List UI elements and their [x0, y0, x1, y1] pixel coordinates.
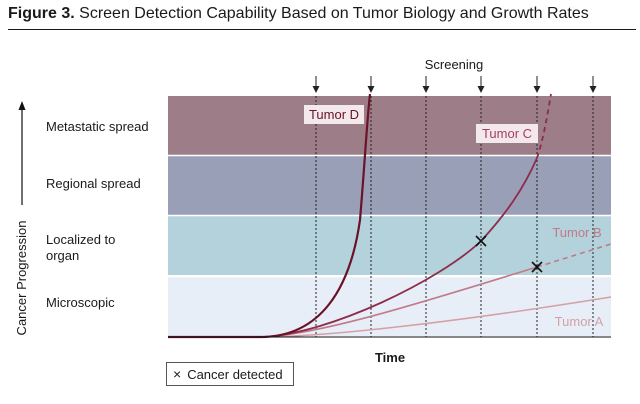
- stage-label-metastatic: Metastatic spread: [46, 119, 149, 134]
- cancer-detected-icon: ×: [173, 366, 182, 382]
- figure-label: Figure 3.: [8, 5, 75, 22]
- screening-marker: [589, 76, 597, 337]
- legend: × Cancer detected: [166, 362, 294, 386]
- screening-marker: [312, 76, 320, 337]
- band-microscopic: [168, 277, 611, 336]
- band-localized: [168, 216, 611, 275]
- band-metastatic: [168, 96, 611, 155]
- tumor-b-curve-projected: [536, 243, 612, 268]
- figure-header: Figure 3. Screen Detection Capability Ba…: [8, 4, 589, 24]
- tumor-d-label: Tumor D: [309, 107, 359, 122]
- screening-label: Screening: [425, 57, 484, 72]
- header-divider: [8, 29, 636, 30]
- tumor-c-label: Tumor C: [482, 126, 532, 141]
- stage-label-regional: Regional spread: [46, 176, 141, 191]
- detection-marker-tumor-b: [531, 261, 543, 273]
- y-axis-arrowhead: [18, 101, 26, 110]
- screening-marker: [422, 76, 430, 337]
- legend-text: Cancer detected: [187, 366, 283, 382]
- tumor-c-curve: [168, 157, 538, 338]
- tumor-d-curve: [168, 93, 372, 339]
- tumor-c-label-bg: [476, 124, 538, 143]
- x-axis-label: Time: [375, 350, 405, 365]
- stage-label-microscopic: Microscopic: [46, 295, 115, 310]
- figure-title: Screen Detection Capability Based on Tum…: [79, 5, 589, 22]
- detection-marker-tumor-c: [475, 235, 487, 247]
- stage-label-localized-line1: Localized to: [46, 232, 115, 247]
- tumor-b-label: Tumor B: [552, 225, 601, 240]
- tumor-d-label-bg: [304, 105, 364, 124]
- tumor-a-curve: [168, 296, 612, 338]
- stage-label-localized-line2: organ: [46, 248, 79, 263]
- band-regional: [168, 156, 611, 215]
- screening-marker: [367, 76, 375, 337]
- stage-label-localized: Localized to organ: [46, 232, 119, 263]
- tumor-a-label: Tumor A: [555, 314, 604, 329]
- y-axis-label: Cancer Progression: [14, 221, 29, 336]
- tumor-c-curve-projected: [536, 93, 552, 159]
